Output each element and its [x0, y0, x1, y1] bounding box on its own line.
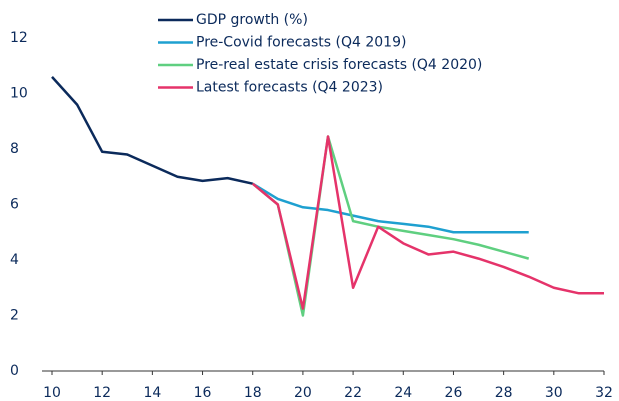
x-tick-label: 18	[244, 385, 262, 401]
x-tick-label: 20	[294, 385, 312, 401]
series-line	[51, 76, 253, 185]
x-tick-label: 12	[93, 385, 111, 401]
x-tick-label: 14	[143, 385, 161, 401]
legend-label: Pre-Covid forecasts (Q4 2019)	[196, 35, 406, 51]
y-tick-label: 6	[10, 197, 19, 213]
y-tick-label: 10	[10, 86, 28, 102]
x-tick-label: 26	[445, 385, 463, 401]
legend-label: GDP growth (%)	[196, 12, 308, 28]
x-tick-label: 32	[595, 385, 613, 401]
x-tick-label: 28	[495, 385, 513, 401]
series-line	[251, 135, 530, 317]
y-tick-label: 8	[10, 141, 19, 157]
y-tick-label: 2	[10, 308, 19, 324]
x-tick-label: 10	[43, 385, 61, 401]
y-tick-label: 0	[10, 363, 19, 379]
x-tick-label: 30	[545, 385, 563, 401]
x-tick-label: 16	[194, 385, 212, 401]
legend-label: Pre-real estate crisis forecasts (Q4 202…	[196, 57, 482, 73]
series-line	[252, 182, 529, 234]
series-line	[251, 135, 604, 310]
x-tick-label: 24	[394, 385, 412, 401]
legend-label: Latest forecasts (Q4 2023)	[196, 80, 383, 96]
y-tick-label: 12	[10, 30, 28, 46]
x-tick-label: 22	[344, 385, 362, 401]
y-tick-label: 4	[10, 252, 19, 268]
